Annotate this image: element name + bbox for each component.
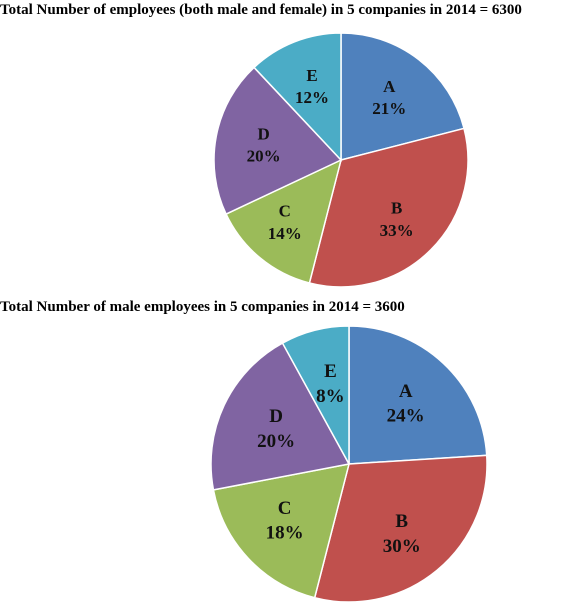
pie-chart-total-employees: A 21% B 33% C 14% D 20% E 12%: [0, 26, 565, 291]
pie1-category-label-d: D: [258, 124, 270, 143]
pie2-category-label-d: D: [269, 406, 283, 427]
pie1-category-label-c: C: [279, 202, 291, 221]
pie2-value-label-b: 30%: [383, 536, 421, 557]
pie2-category-label-c: C: [278, 498, 292, 519]
chart-2-title: Total Number of male employees in 5 comp…: [0, 299, 405, 316]
pie1-value-label-b: 33%: [380, 221, 414, 240]
pie1-value-label-c: 14%: [268, 224, 302, 243]
pie2-category-label-a: A: [399, 381, 413, 402]
pie2-value-label-d: 20%: [257, 431, 295, 452]
pie2-value-label-c: 18%: [266, 523, 304, 544]
pie1-category-label-b: B: [391, 199, 402, 218]
pie1-value-label-d: 20%: [247, 146, 281, 165]
pie1-value-label-a: 21%: [372, 99, 406, 118]
chart-1-title: Total Number of employees (both male and…: [0, 2, 522, 19]
pie2-value-label-a: 24%: [387, 406, 425, 427]
pie2-category-label-b: B: [395, 511, 408, 532]
pie2-value-label-e: 8%: [316, 386, 345, 407]
pie1-category-label-a: A: [383, 77, 396, 96]
pie2-category-label-e: E: [324, 361, 337, 382]
pie1-value-label-e: 12%: [295, 88, 329, 107]
pie1-category-label-e: E: [306, 66, 317, 85]
pie-chart-male-employees: A 24% B 30% C 18% D 20% E 8%: [0, 322, 565, 611]
pie2-slice-a: [349, 326, 487, 464]
